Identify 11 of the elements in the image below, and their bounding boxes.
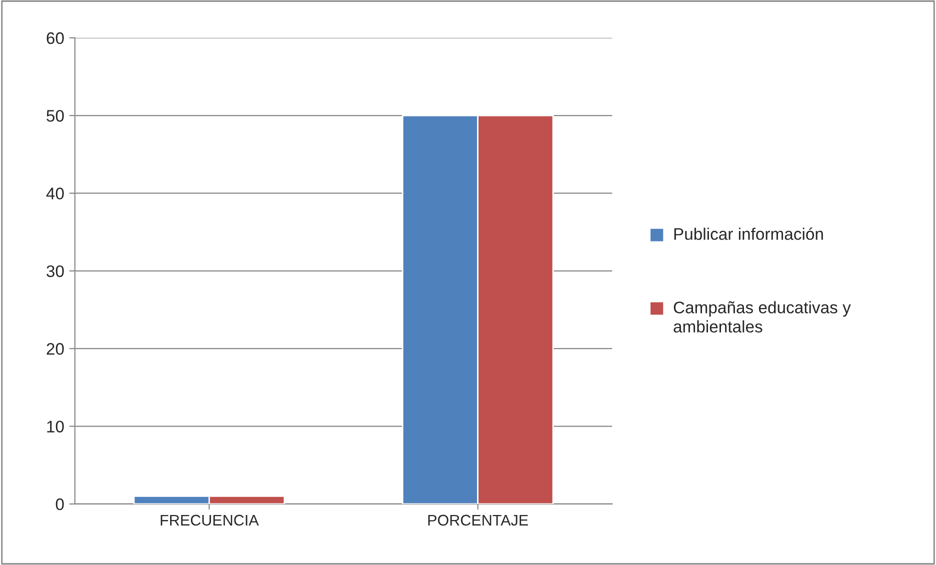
- x-tick-label: PORCENTAJE: [428, 514, 528, 526]
- legend-label: Publicar información: [674, 228, 823, 240]
- y-tick-label: 40: [46, 188, 64, 200]
- legend-label: Campañas educativas y ambientales: [674, 301, 851, 333]
- y-tick-label: 50: [46, 110, 64, 122]
- y-tick-label: 20: [46, 343, 64, 355]
- x-tick-label: FRECUENCIA: [160, 514, 259, 526]
- y-tick-label: 60: [46, 32, 64, 44]
- y-tick-label: 0: [56, 498, 64, 510]
- y-tick-label: 10: [47, 420, 64, 432]
- y-tick-label: 30: [46, 265, 64, 278]
